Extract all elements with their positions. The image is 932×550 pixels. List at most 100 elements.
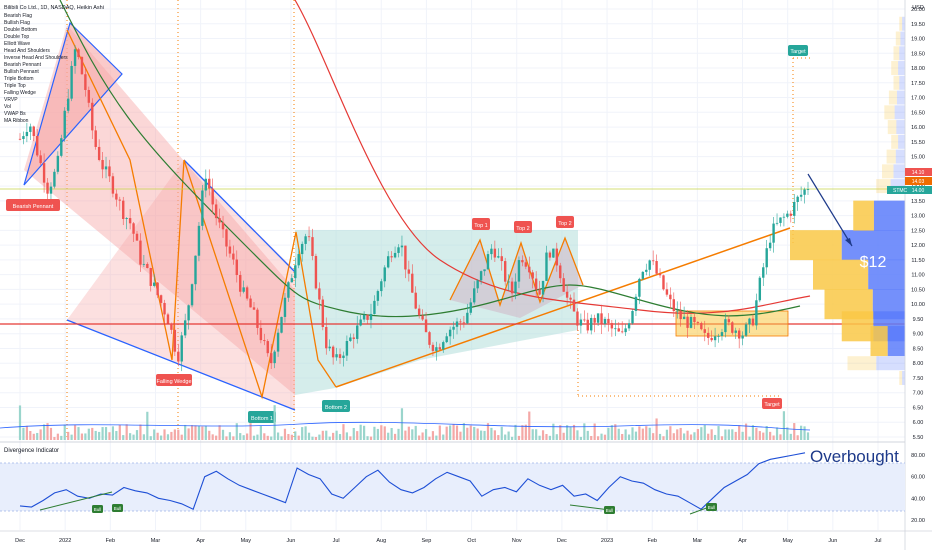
- volume-bar: [263, 433, 266, 440]
- time-axis[interactable]: Dec 2022 Feb Mar Apr May Jun Jul Aug Sep Oct Nov Dec…: [15, 538, 881, 544]
- candle-body: [755, 300, 758, 326]
- volume-bar: [380, 425, 383, 440]
- candle-body: [135, 233, 139, 241]
- candle-body: [731, 322, 734, 333]
- candle-body: [269, 353, 273, 364]
- candle-body: [689, 316, 693, 328]
- volume-bar: [738, 425, 741, 440]
- vp-bar-faint-a: [893, 75, 900, 90]
- candle-body: [779, 217, 782, 223]
- candle-body: [228, 246, 232, 254]
- volume-bar: [535, 429, 538, 440]
- time-axis-tick: Dec: [557, 538, 567, 544]
- volume-bar: [548, 435, 552, 440]
- legend-item[interactable]: Bullish Flag: [4, 20, 30, 26]
- legend-item[interactable]: Vol: [4, 104, 11, 110]
- candle-body: [39, 155, 42, 164]
- volume-bar: [376, 428, 379, 440]
- price-axis-tick: 17.50: [911, 81, 925, 87]
- volume-bar: [652, 433, 655, 440]
- legend-item[interactable]: VWAP Bs: [4, 111, 26, 117]
- legend-item[interactable]: Elliott Wave: [4, 41, 30, 47]
- tag-top-2[interactable]: Top 2: [514, 221, 532, 233]
- vp-bar-faint-b: [894, 105, 905, 120]
- candle-body: [424, 319, 428, 333]
- legend-item[interactable]: Triple Bottom: [4, 76, 34, 82]
- candle-body: [462, 322, 466, 324]
- legend-item[interactable]: Head And Shoulders: [4, 48, 50, 54]
- volume-bar: [775, 427, 779, 440]
- tag-bottom-1-label: Bottom 1: [251, 416, 273, 422]
- volume-bar: [638, 426, 641, 440]
- volume-bar: [700, 427, 703, 440]
- volume-bar: [215, 435, 218, 440]
- candle-body: [352, 337, 355, 339]
- candle-body: [693, 316, 696, 323]
- tag-target-top[interactable]: Target: [788, 45, 808, 56]
- legend-item[interactable]: Double Top: [4, 34, 29, 40]
- vp-bar-b: [841, 230, 905, 261]
- volume-bar: [36, 432, 39, 440]
- tag-bottom-2[interactable]: Bottom 2: [322, 400, 350, 412]
- volume-bar: [101, 427, 104, 440]
- legend-item[interactable]: Bearish Flag: [4, 13, 32, 19]
- tag-top-3[interactable]: Top 2: [556, 216, 574, 228]
- volume-bar: [42, 424, 46, 440]
- candle-body: [534, 278, 538, 290]
- volume-bar: [621, 433, 624, 440]
- candle-body: [466, 312, 469, 324]
- volume-bar: [25, 425, 28, 440]
- price-axis[interactable]: [905, 0, 932, 550]
- tag-bottom-1[interactable]: Bottom 1: [248, 411, 276, 423]
- legend-item[interactable]: Falling Wedge: [4, 90, 36, 96]
- candle-body: [638, 278, 641, 297]
- volume-bar: [517, 435, 521, 440]
- volume-bar: [390, 428, 393, 440]
- candle-body: [724, 319, 727, 333]
- candle-body: [118, 199, 121, 201]
- candle-body: [66, 98, 70, 111]
- volume-bar: [421, 432, 424, 440]
- volume-bar: [363, 425, 366, 440]
- legend-item[interactable]: MA Ribbon: [4, 118, 29, 124]
- candle-body: [686, 316, 689, 328]
- volume-bar: [53, 436, 56, 440]
- volume-bar: [201, 426, 204, 440]
- volume-bar: [321, 430, 324, 440]
- candle-body: [190, 284, 194, 306]
- legend-item[interactable]: Triple Top: [4, 83, 26, 89]
- volume-bar: [689, 434, 693, 440]
- volume-bar: [614, 424, 617, 440]
- osc-band: [0, 463, 905, 511]
- candle-body: [514, 281, 517, 294]
- candle-body: [142, 263, 146, 265]
- candle-body: [111, 176, 115, 194]
- volume-bar: [779, 434, 782, 440]
- tag-top-1[interactable]: Top 1: [472, 218, 490, 230]
- candle-body: [737, 330, 741, 339]
- candle-body: [373, 300, 376, 314]
- ma-red-line: [294, 0, 811, 314]
- tag-bearish-pennant[interactable]: Bearish Pennant: [6, 199, 60, 211]
- vp-bar-faint-b: [898, 134, 905, 149]
- candle-body: [321, 299, 325, 327]
- volume-bar: [748, 436, 751, 440]
- legend-item[interactable]: Bearish Pennant: [4, 62, 42, 68]
- volume-bar: [449, 425, 452, 440]
- candle-body: [548, 252, 552, 258]
- legend-item[interactable]: Double Bottom: [4, 27, 37, 33]
- price-axis-tick: 10.00: [911, 302, 925, 308]
- legend-item[interactable]: Bullish Pennant: [4, 69, 39, 75]
- volume-bar: [276, 432, 280, 440]
- tag-target-bottom[interactable]: Target: [762, 398, 782, 409]
- legend-item[interactable]: VRVP: [4, 97, 18, 103]
- volume-bar: [569, 427, 572, 440]
- candle-body: [473, 288, 476, 303]
- price-axis-tick: 8.00: [913, 361, 924, 367]
- candle-body: [245, 287, 249, 299]
- tag-falling-wedge[interactable]: Falling Wedge: [156, 374, 192, 386]
- volume-bar: [180, 434, 183, 440]
- legend-item[interactable]: Inverse Head And Shoulders: [4, 55, 68, 61]
